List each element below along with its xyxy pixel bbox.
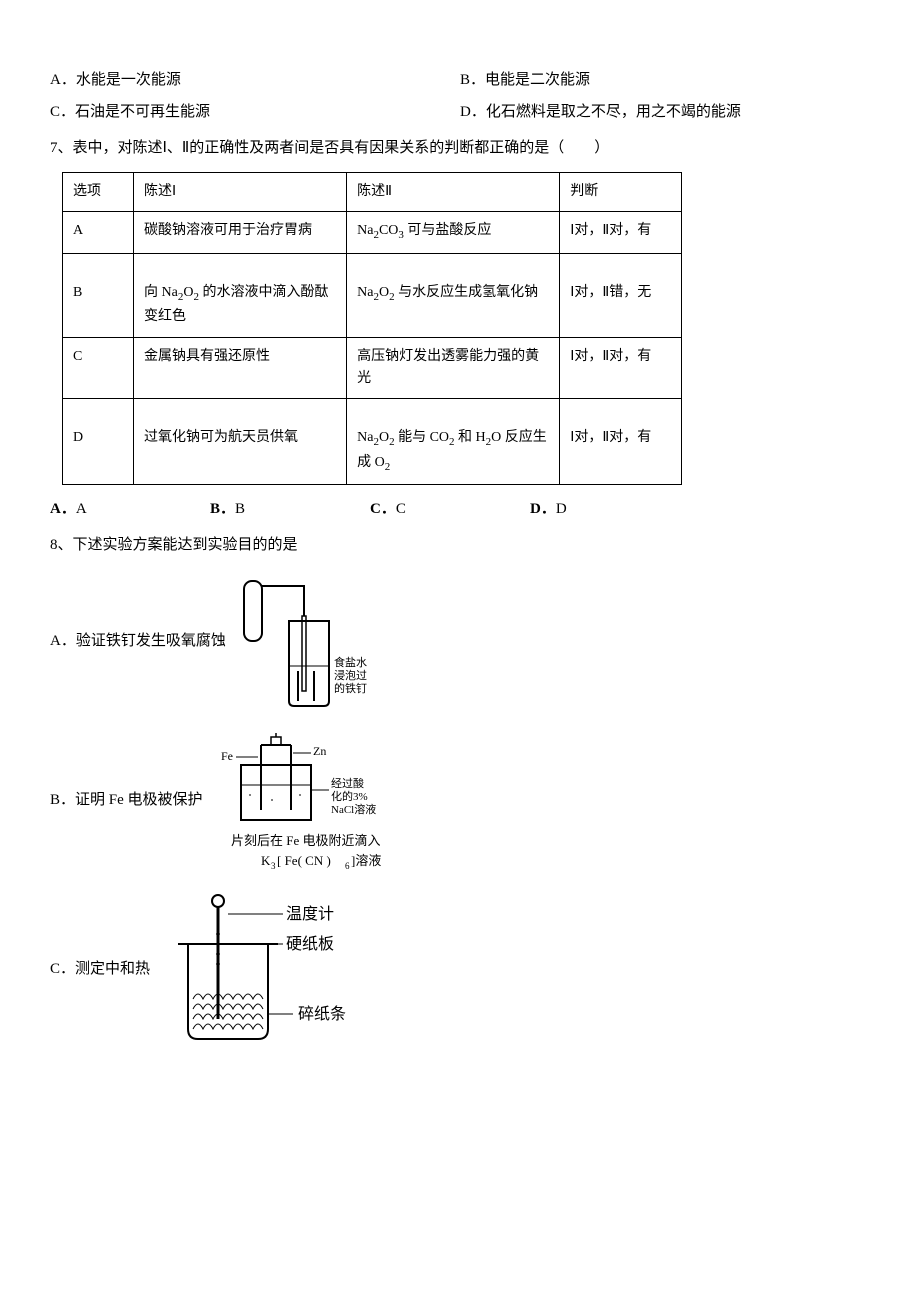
svg-text:6: 6 [345, 861, 350, 871]
q6-option-c: C．石油是不可再生能源 [50, 100, 460, 124]
svg-text:经过酸: 经过酸 [331, 776, 364, 790]
diagram-b-icon: Fe Zn 经过酸 化的3% NaCl溶液 片刻后在 Fe 电极附近滴入 K3[… [211, 725, 431, 875]
q7-table: 选项 陈述Ⅰ 陈述Ⅱ 判断 A 碳酸钠溶液可用于治疗胃病 Na2CO3 可与盐酸… [62, 172, 682, 485]
svg-text:硬纸板: 硬纸板 [286, 935, 334, 953]
th-statement1: 陈述Ⅰ [134, 173, 347, 212]
q6-option-d: D．化石燃料是取之不尽，用之不竭的能源 [460, 100, 870, 124]
txt: CO [379, 223, 398, 238]
cell-d-4: Ⅰ对，Ⅱ对，有 [560, 399, 682, 485]
cell-d-1: D [63, 399, 134, 485]
q7-ans-a: A．A．AA [50, 497, 210, 521]
q8-option-a: A．验证铁钉发生吸氧腐蚀 食盐水 浸泡过 的铁钉 [50, 571, 870, 711]
q6-option-b: B．电能是二次能源 [460, 68, 870, 92]
diagram-a-icon: 食盐水 浸泡过 的铁钉 [234, 571, 384, 711]
q7-ans-d: D．D [530, 497, 690, 521]
cell-a-3: Na2CO3 可与盐酸反应 [347, 212, 560, 253]
q8-c-text: C．测定中和热 [50, 957, 150, 981]
svg-text:碎纸条: 碎纸条 [298, 1005, 346, 1023]
svg-text:温度计: 温度计 [286, 905, 334, 923]
svg-text:片刻后在 Fe 电极附近滴入: 片刻后在 Fe 电极附近滴入 [231, 833, 381, 848]
txt: Na [357, 285, 373, 300]
th-statement2: 陈述Ⅱ [347, 173, 560, 212]
cell-a-2: 碳酸钠溶液可用于治疗胃病 [134, 212, 347, 253]
th-judgment: 判断 [560, 173, 682, 212]
cell-c-4: Ⅰ对，Ⅱ对，有 [560, 337, 682, 399]
svg-text:化的3%: 化的3% [331, 789, 368, 803]
q7-answers: A．A．AA B．B C．C D．D [50, 497, 870, 521]
txt: 和 H [455, 430, 486, 445]
q7-ans-c: C．C [370, 497, 530, 521]
diag-a-l1: 食盐水 [334, 655, 367, 669]
txt: 能与 CO [395, 430, 449, 445]
table-row: D 过氧化钠可为航天员供氧 Na2O2 能与 CO2 和 H2O 反应生成 O2… [63, 399, 682, 485]
q6-options-row2: C．石油是不可再生能源 D．化石燃料是取之不尽，用之不竭的能源 [50, 100, 870, 124]
cell-d-2: 过氧化钠可为航天员供氧 [134, 399, 347, 485]
th-option: 选项 [63, 173, 134, 212]
txt: 与水反应生成氢氧化钠 [395, 285, 539, 300]
q8-option-b: B．证明 Fe 电极被保护 Fe Zn 经过酸 化的3% NaCl溶液 片刻后在… [50, 725, 870, 875]
cell-b-3: Na2O2 与水反应生成氢氧化钠 [347, 253, 560, 337]
cell-b-1: B [63, 253, 134, 337]
q7-text: 7、表中，对陈述Ⅰ、Ⅱ的正确性及两者间是否具有因果关系的判断都正确的是（ ） [50, 136, 870, 160]
cell-a-1: A [63, 212, 134, 253]
txt: 向 Na [144, 285, 178, 300]
q6-option-a: A．水能是一次能源 [50, 68, 460, 92]
q8-a-text: A．验证铁钉发生吸氧腐蚀 [50, 629, 226, 653]
txt: Na [357, 223, 373, 238]
diag-a-l2: 浸泡过 [334, 668, 367, 682]
table-row: A 碳酸钠溶液可用于治疗胃病 Na2CO3 可与盐酸反应 Ⅰ对，Ⅱ对，有 [63, 212, 682, 253]
svg-text:NaCl溶液: NaCl溶液 [331, 802, 376, 816]
table-header-row: 选项 陈述Ⅰ 陈述Ⅱ 判断 [63, 173, 682, 212]
q8-option-c: C．测定中和热 温度计 硬纸板 碎纸条 [50, 889, 870, 1049]
q8-text: 8、下述实验方案能达到实验目的的是 [50, 533, 870, 557]
diagram-c-icon: 温度计 硬纸板 碎纸条 [158, 889, 378, 1049]
svg-text:Fe: Fe [221, 749, 233, 763]
txt: O [183, 285, 193, 300]
svg-text:]溶液: ]溶液 [351, 853, 381, 868]
txt: O [379, 430, 389, 445]
txt: 可与盐酸反应 [404, 223, 492, 238]
diag-a-l3: 的铁钉 [334, 681, 367, 695]
svg-text:3: 3 [271, 861, 276, 871]
cell-c-2: 金属钠具有强还原性 [134, 337, 347, 399]
cell-d-3: Na2O2 能与 CO2 和 H2O 反应生成 O2 [347, 399, 560, 485]
svg-text:Zn: Zn [313, 744, 326, 758]
txt: O [379, 285, 389, 300]
cell-c-1: C [63, 337, 134, 399]
cell-c-3: 高压钠灯发出透雾能力强的黄光 [347, 337, 560, 399]
table-row: B 向 Na2O2 的水溶液中滴入酚酞变红色 Na2O2 与水反应生成氢氧化钠 … [63, 253, 682, 337]
sub: 2 [385, 461, 391, 473]
q8-b-text: B．证明 Fe 电极被保护 [50, 788, 203, 812]
svg-text:K: K [261, 853, 271, 868]
cell-a-4: Ⅰ对，Ⅱ对，有 [560, 212, 682, 253]
cell-b-2: 向 Na2O2 的水溶液中滴入酚酞变红色 [134, 253, 347, 337]
q6-options-row1: A．水能是一次能源 B．电能是二次能源 [50, 68, 870, 92]
svg-text:[ Fe( CN ): [ Fe( CN ) [277, 853, 331, 868]
txt: Na [357, 430, 373, 445]
cell-b-4: Ⅰ对，Ⅱ错，无 [560, 253, 682, 337]
q7-ans-b: B．B [210, 497, 370, 521]
table-row: C 金属钠具有强还原性 高压钠灯发出透雾能力强的黄光 Ⅰ对，Ⅱ对，有 [63, 337, 682, 399]
